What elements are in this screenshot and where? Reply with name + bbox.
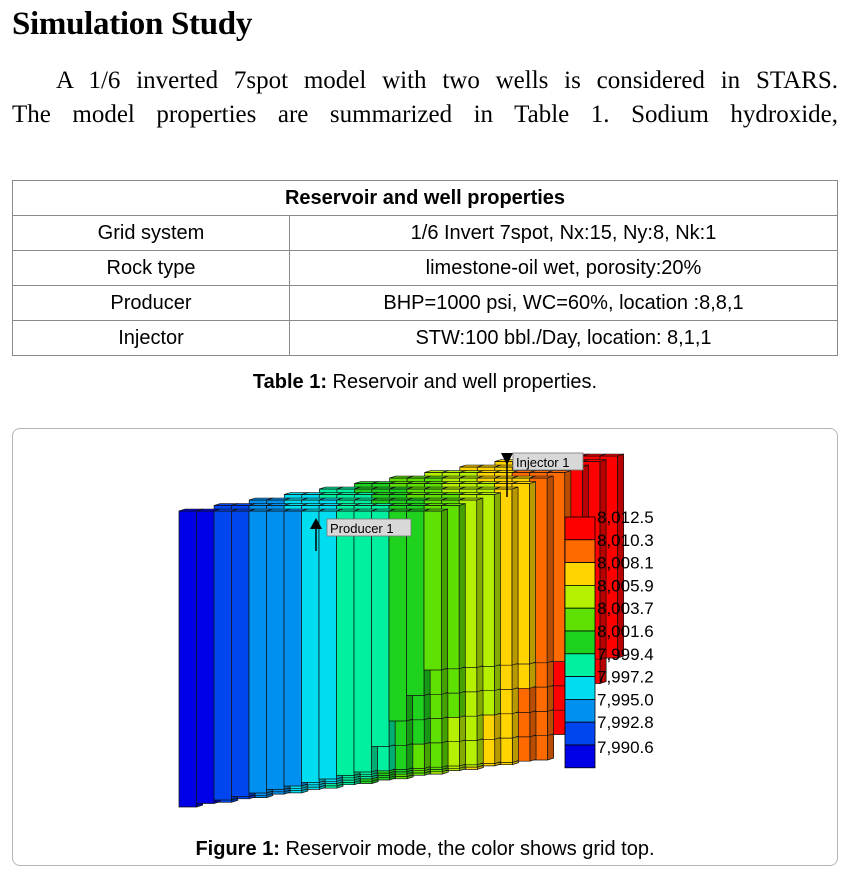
injector-label-box	[512, 452, 584, 471]
legend-swatch	[564, 630, 596, 655]
legend-tick-label: 8,008.1	[597, 554, 654, 573]
legend-tick-label: 8,001.6	[597, 622, 654, 641]
grid-block-front	[388, 510, 407, 722]
legend-swatch	[564, 562, 596, 586]
grid-block-side	[458, 503, 466, 670]
reservoir-3d-figure: Injector 1 Producer 1 8,012.5 8,010.3 8,00…	[178, 452, 655, 860]
figure-caption: Figure 1: Reservoir mode, the color show…	[195, 838, 654, 860]
table-cell-name: Producer	[12, 285, 290, 321]
table-cell-value: BHP=1000 psi, WC=60%, location :8,8,1	[289, 285, 838, 321]
legend-swatch	[564, 698, 596, 723]
reservoir-grid-blocks	[178, 453, 625, 808]
figure-caption-text: Reservoir mode, the color shows grid top…	[280, 838, 655, 860]
grid-block-top	[547, 470, 571, 473]
grid-block-side	[511, 486, 519, 666]
grid-block-side	[493, 492, 501, 667]
legend-tick-label: 7,992.8	[597, 713, 654, 732]
table-row: Producer BHP=1000 psi, WC=60%, location …	[12, 285, 838, 321]
grid-block-front	[213, 510, 232, 801]
table-caption-text: Reservoir and well properties.	[326, 371, 598, 393]
injector-arrow-icon	[501, 453, 513, 465]
grid-block-side	[546, 475, 554, 664]
table-cell-name: Rock type	[12, 250, 290, 286]
producer-label: Producer 1	[330, 521, 394, 536]
grid-block-top	[529, 475, 554, 479]
table-cell-name: Grid system	[12, 215, 290, 251]
grid-block-front	[318, 510, 337, 780]
grid-block-front	[406, 510, 425, 696]
figure-caption-label: Figure 1:	[195, 838, 279, 860]
properties-table: Reservoir and well properties Grid syste…	[12, 180, 838, 356]
table-row: Injector STW:100 bbl./Day, location: 8,1…	[12, 320, 838, 356]
grid-block-front	[248, 510, 267, 794]
grid-block-top	[582, 459, 607, 462]
paragraph-line-1: A 1/6 inverted 7spot model with two well…	[56, 67, 838, 94]
legend-swatch	[564, 539, 596, 564]
grid-block-front	[336, 510, 355, 776]
table-row: Grid system 1/6 Invert 7spot, Nx:15, Ny:…	[12, 215, 838, 251]
grid-block-front	[178, 510, 197, 808]
grid-block-top	[459, 497, 483, 501]
legend-swatch	[564, 744, 596, 769]
section-heading: Simulation Study	[12, 6, 253, 42]
legend-tick-label: 8,012.5	[597, 508, 654, 527]
grid-block-top	[476, 492, 501, 495]
legend-tick-label: 8,005.9	[597, 576, 654, 595]
table-cell-value: limestone-oil wet, porosity:20%	[289, 250, 838, 286]
grid-block-front	[301, 510, 320, 783]
table-caption: Table 1: Reservoir and well properties.	[0, 371, 850, 394]
injector-label: Injector 1	[516, 455, 569, 470]
grid-block-front	[283, 510, 302, 787]
grid-block-front	[353, 510, 372, 773]
legend-tick-label: 7,997.2	[597, 668, 654, 687]
legend-tick-label: 8,003.7	[597, 599, 654, 618]
legend-swatch	[564, 607, 596, 632]
grid-block-front	[371, 510, 390, 747]
legend-swatch	[564, 721, 596, 746]
legend-tick-label: 8,010.3	[597, 531, 654, 550]
grid-block-front	[266, 510, 285, 790]
legend-tick-label: 7,999.4	[597, 645, 654, 664]
grid-block-side	[529, 481, 537, 665]
grid-block-side	[441, 508, 449, 671]
table-caption-label: Table 1:	[252, 371, 327, 393]
figure-frame: Injector 1 Producer 1 8,012.5 8,010.3 8,00…	[12, 428, 838, 866]
intro-paragraph: A 1/6 inverted 7spot model with two well…	[12, 64, 838, 132]
grid-block-top	[423, 508, 448, 512]
table-header: Reservoir and well properties	[12, 180, 838, 216]
table-cell-value: STW:100 bbl./Day, location: 8,1,1	[289, 320, 838, 356]
color-legend: 8,012.5 8,010.3 8,008.1 8,005.9 8,003.7 8,001…	[564, 508, 654, 769]
legend-swatch	[564, 653, 596, 678]
grid-block-top	[599, 453, 624, 457]
producer-arrow-icon	[310, 518, 322, 529]
legend-tick-label: 7,990.6	[597, 738, 654, 757]
grid-block-top	[441, 503, 466, 506]
legend-swatch	[564, 516, 596, 541]
table-row: Rock type limestone-oil wet, porosity:20…	[12, 250, 838, 286]
grid-block-top	[494, 486, 519, 490]
table-cell-name: Injector	[12, 320, 290, 356]
grid-block-top	[511, 481, 536, 484]
injector-well: Injector 1	[501, 452, 584, 497]
producer-well: Producer 1	[310, 518, 412, 551]
grid-block-front	[196, 510, 215, 804]
legend-tick-label: 7,995.0	[597, 690, 654, 709]
table-header-row: Reservoir and well properties	[12, 180, 838, 216]
grid-block-front	[231, 510, 250, 797]
paragraph-line-2: The model properties are summarized in T…	[12, 101, 838, 128]
legend-swatch	[564, 676, 596, 700]
grid-block-front	[423, 510, 442, 671]
table-cell-value: 1/6 Invert 7spot, Nx:15, Ny:8, Nk:1	[289, 215, 838, 251]
legend-swatch	[564, 584, 596, 609]
grid-block-side	[476, 497, 484, 669]
producer-label-box	[326, 518, 412, 537]
